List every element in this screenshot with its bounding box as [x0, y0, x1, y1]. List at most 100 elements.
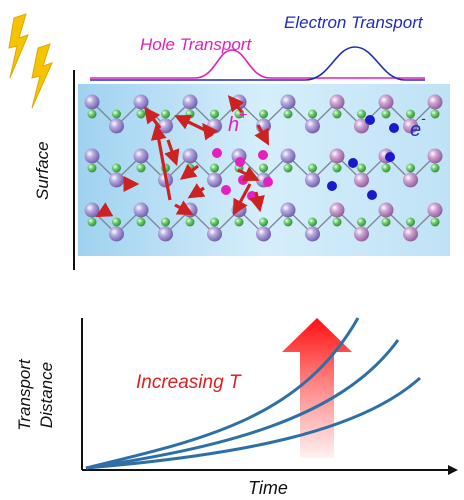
lattice-atom-large: [182, 148, 198, 164]
diffusion-arrow: [179, 163, 199, 180]
lattice-atom-large: [354, 118, 369, 134]
lattice-atom-small: [283, 109, 293, 119]
lattice-atom-small: [87, 163, 97, 173]
lattice-atom-large: [133, 202, 149, 218]
x-axis-label: Time: [248, 478, 288, 498]
lattice-atom-large: [305, 226, 320, 242]
lattice-atom-large: [109, 226, 124, 242]
lattice-atom-small: [357, 163, 366, 173]
lattice-atom-large: [158, 226, 173, 242]
lattice-atom-small: [210, 109, 219, 119]
lattice-atom-small: [406, 109, 415, 119]
lattice-atom-large: [427, 202, 443, 218]
lattice-atom-small: [161, 109, 170, 119]
transport-curves: [85, 317, 422, 470]
lattice-atom-small: [185, 109, 195, 119]
lattice-atom-large: [403, 118, 418, 134]
lattice-atom-large: [378, 94, 394, 110]
diffusion-arrow: [164, 139, 180, 167]
annotation-label: Increasing T: [136, 372, 242, 393]
lattice-atom-small: [112, 217, 121, 227]
diffusion-arrow: [202, 122, 219, 141]
diffusion-arrows: [95, 95, 270, 218]
lattice-atom-large: [329, 148, 345, 164]
diffusion-arrow: [174, 114, 206, 132]
lattice-atom-small: [259, 217, 268, 227]
holes: [212, 148, 273, 201]
transport-curve-mid-t: [85, 339, 400, 470]
y-axis-label-line2: Distance: [37, 362, 56, 428]
lattice-atom-large: [133, 94, 149, 110]
hole-transport-curve: [90, 49, 425, 79]
lattice-atoms: [84, 94, 443, 242]
lattice-atom-small: [381, 109, 391, 119]
lattice-atom-small: [87, 217, 97, 227]
lattice-atom-small: [210, 163, 219, 173]
transport-curve-low-t: [85, 376, 422, 470]
lattice-atom-large: [305, 172, 320, 188]
hole-dot: [235, 157, 245, 167]
lattice-atom-large: [378, 202, 394, 218]
lattice-atom-small: [332, 163, 342, 173]
lattice-atom-large: [403, 172, 418, 188]
hole-dot: [238, 175, 248, 185]
lattice-atom-large: [280, 148, 296, 164]
diffusion-arrow: [95, 202, 114, 218]
lattice-atom-small: [406, 217, 415, 227]
lattice-atom-small: [357, 217, 366, 227]
diffusion-arrow: [227, 95, 245, 114]
lattice-atom-small: [136, 217, 146, 227]
lattice-atom-large: [182, 94, 198, 110]
lattice-atom-large: [354, 226, 369, 242]
lightning-icon: [8, 13, 53, 109]
electron-dot: [385, 152, 395, 162]
lattice-atom-large: [427, 94, 443, 110]
electrons: [327, 115, 399, 200]
lattice-atom-small: [308, 163, 317, 173]
lattice-atom-large: [329, 202, 345, 218]
diffusion-arrow: [254, 124, 270, 146]
hole-dot: [212, 148, 222, 158]
lattice-atom-small: [210, 217, 219, 227]
lattice-atom-small: [87, 109, 97, 119]
lattice-atom-small: [259, 163, 268, 173]
lightning-bolt-1: [8, 13, 29, 79]
diffusion-arrow: [187, 183, 206, 199]
lattice-atom-small: [185, 217, 195, 227]
lattice-atom-small: [430, 217, 440, 227]
hole-charge: +: [239, 106, 247, 122]
lattice-atom-large: [207, 172, 222, 188]
lattice-atom-small: [430, 109, 440, 119]
lattice-atom-large: [84, 94, 100, 110]
lattice-atom-large: [207, 226, 222, 242]
electron-transport-curve: [90, 46, 425, 81]
lattice-atom-large: [133, 148, 149, 164]
bottom-panel: Increasing T Transport Distance Time: [15, 317, 458, 498]
lattice-atom-small: [112, 163, 121, 173]
lattice-atom-large: [305, 118, 320, 134]
lattice-atom-large: [84, 202, 100, 218]
hole-transport-label: Hole Transport: [140, 35, 252, 54]
diffusion-arrow: [237, 166, 260, 181]
lattice-atom-small: [283, 217, 293, 227]
lattice-atom-small: [357, 109, 366, 119]
electron-transport-label: Electron Transport: [284, 13, 424, 32]
lattice-atom-large: [354, 172, 369, 188]
lattice-atom-large: [84, 148, 100, 164]
diffusion-arrow: [249, 191, 265, 213]
electron-charge: -: [421, 110, 426, 126]
lattice-atom-small: [136, 163, 146, 173]
surface-label: Surface: [33, 141, 52, 200]
top-panel: Electron Transport Hole Transport Surfac…: [8, 13, 450, 270]
hole-dot: [263, 177, 273, 187]
y-axis-label-line1: Transport: [15, 358, 34, 431]
diffusion-arrow: [174, 200, 194, 216]
lattice-atom-large: [109, 118, 124, 134]
lightning-bolt-2: [31, 43, 53, 109]
lattice-atom-small: [234, 217, 244, 227]
electron-dot: [367, 190, 377, 200]
lattice-atom-large: [109, 172, 124, 188]
electron-dot: [365, 115, 375, 125]
lattice-atom-small: [381, 163, 391, 173]
